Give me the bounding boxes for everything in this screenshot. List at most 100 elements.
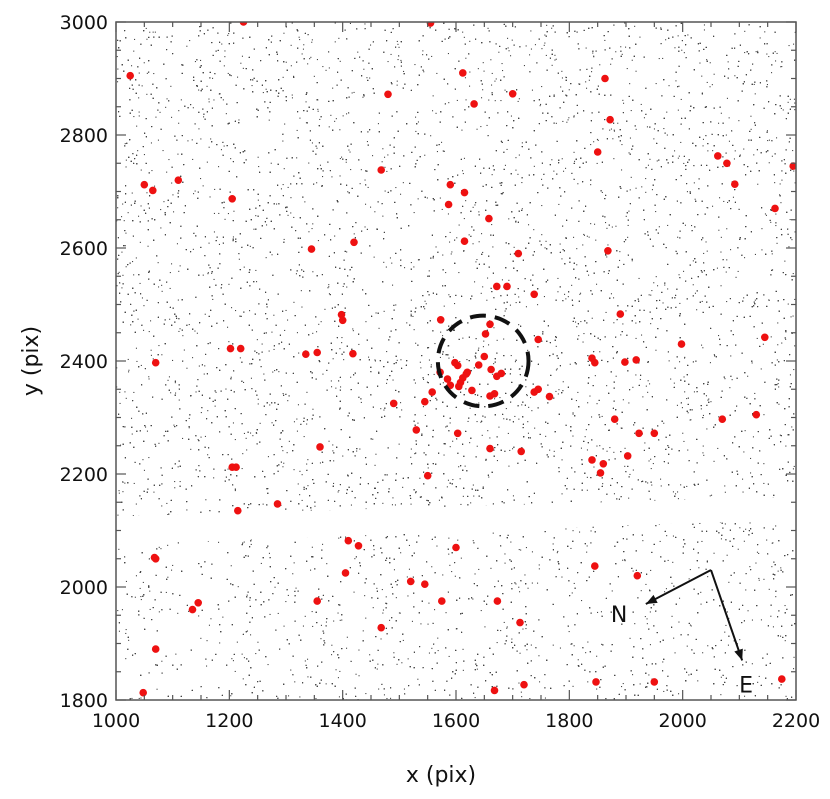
field-star-point: [430, 364, 432, 366]
field-star-point: [157, 262, 159, 264]
field-star-point: [382, 148, 384, 150]
field-star-point: [411, 620, 413, 622]
field-star-point: [188, 610, 190, 612]
field-star-point: [664, 284, 666, 286]
field-star-point: [649, 611, 651, 613]
field-star-point: [606, 385, 608, 387]
field-star-point: [687, 34, 689, 36]
field-star-point: [160, 227, 162, 229]
field-star-point: [460, 503, 462, 505]
field-star-point: [513, 246, 515, 248]
field-star-point: [194, 330, 196, 332]
field-star-point: [352, 328, 354, 330]
field-star-point: [527, 421, 529, 423]
field-star-point: [431, 55, 433, 57]
field-star-point: [378, 371, 380, 373]
field-star-point: [660, 27, 662, 29]
field-star-point: [504, 553, 506, 555]
field-star-point: [174, 487, 176, 489]
field-star-point: [161, 354, 163, 356]
field-star-point: [117, 81, 119, 83]
field-star-point: [634, 25, 636, 27]
field-star-point: [175, 392, 177, 394]
field-star-point: [510, 541, 512, 543]
field-star-point: [571, 284, 573, 286]
field-star-point: [384, 190, 386, 192]
field-star-point: [549, 449, 551, 451]
field-star-point: [447, 479, 449, 481]
field-star-point: [139, 241, 141, 243]
field-star-point: [763, 463, 765, 465]
field-star-point: [160, 548, 162, 550]
field-star-point: [791, 239, 793, 241]
field-star-point: [554, 54, 556, 56]
field-star-point: [422, 50, 424, 52]
field-star-point: [143, 329, 145, 331]
field-star-point: [707, 576, 709, 578]
field-star-point: [771, 566, 773, 568]
field-star-point: [291, 97, 293, 99]
field-star-point: [145, 426, 147, 428]
field-star-point: [313, 75, 315, 77]
field-star-point: [483, 70, 485, 72]
field-star-point: [223, 145, 225, 147]
field-star-point: [785, 445, 787, 447]
field-star-point: [739, 154, 741, 156]
field-star-point: [383, 409, 385, 411]
field-star-point: [218, 541, 220, 543]
field-star-point: [553, 170, 555, 172]
field-star-point: [758, 577, 760, 579]
field-star-point: [655, 83, 657, 85]
field-star-point: [772, 542, 774, 544]
field-star-point: [204, 365, 206, 367]
field-star-point: [648, 460, 650, 462]
field-star-point: [667, 288, 669, 290]
field-star-point: [678, 274, 680, 276]
field-star-point: [208, 242, 210, 244]
field-star-point: [156, 688, 158, 690]
field-star-point: [166, 98, 168, 100]
field-star-point: [255, 215, 257, 217]
field-star-point: [693, 182, 695, 184]
field-star-point: [152, 358, 154, 360]
field-star-point: [210, 618, 212, 620]
field-star-point: [424, 414, 426, 416]
field-star-point: [726, 259, 728, 261]
field-star-point: [193, 193, 195, 195]
field-star-point: [403, 70, 405, 72]
field-star-point: [386, 170, 388, 172]
field-star-point: [521, 404, 523, 406]
field-star-point: [257, 398, 259, 400]
field-star-point: [730, 355, 732, 357]
field-star-point: [585, 81, 587, 83]
field-star-point: [125, 397, 127, 399]
field-star-point: [574, 160, 576, 162]
field-star-point: [644, 616, 646, 618]
field-star-point: [776, 137, 778, 139]
field-star-point: [442, 382, 444, 384]
field-star-point: [162, 150, 164, 152]
field-star-point: [383, 310, 385, 312]
field-star-point: [161, 284, 163, 286]
field-star-point: [630, 110, 632, 112]
field-star-point: [775, 225, 777, 227]
field-star-point: [593, 56, 595, 58]
field-star-point: [595, 239, 597, 241]
field-star-point: [505, 408, 507, 410]
field-star-point: [565, 167, 567, 169]
field-star-point: [562, 381, 564, 383]
field-star-point: [415, 130, 417, 132]
field-star-point: [335, 387, 337, 389]
field-star-point: [579, 531, 581, 533]
field-star-point: [250, 539, 252, 541]
field-star-point: [494, 100, 496, 102]
field-star-point: [373, 256, 375, 258]
field-star-point: [136, 125, 138, 127]
field-star-point: [660, 485, 662, 487]
field-star-point: [764, 213, 766, 215]
field-star-point: [738, 120, 740, 122]
field-star-point: [305, 101, 307, 103]
field-star-point: [442, 335, 444, 337]
field-star-point: [653, 138, 655, 140]
field-star-point: [266, 224, 268, 226]
